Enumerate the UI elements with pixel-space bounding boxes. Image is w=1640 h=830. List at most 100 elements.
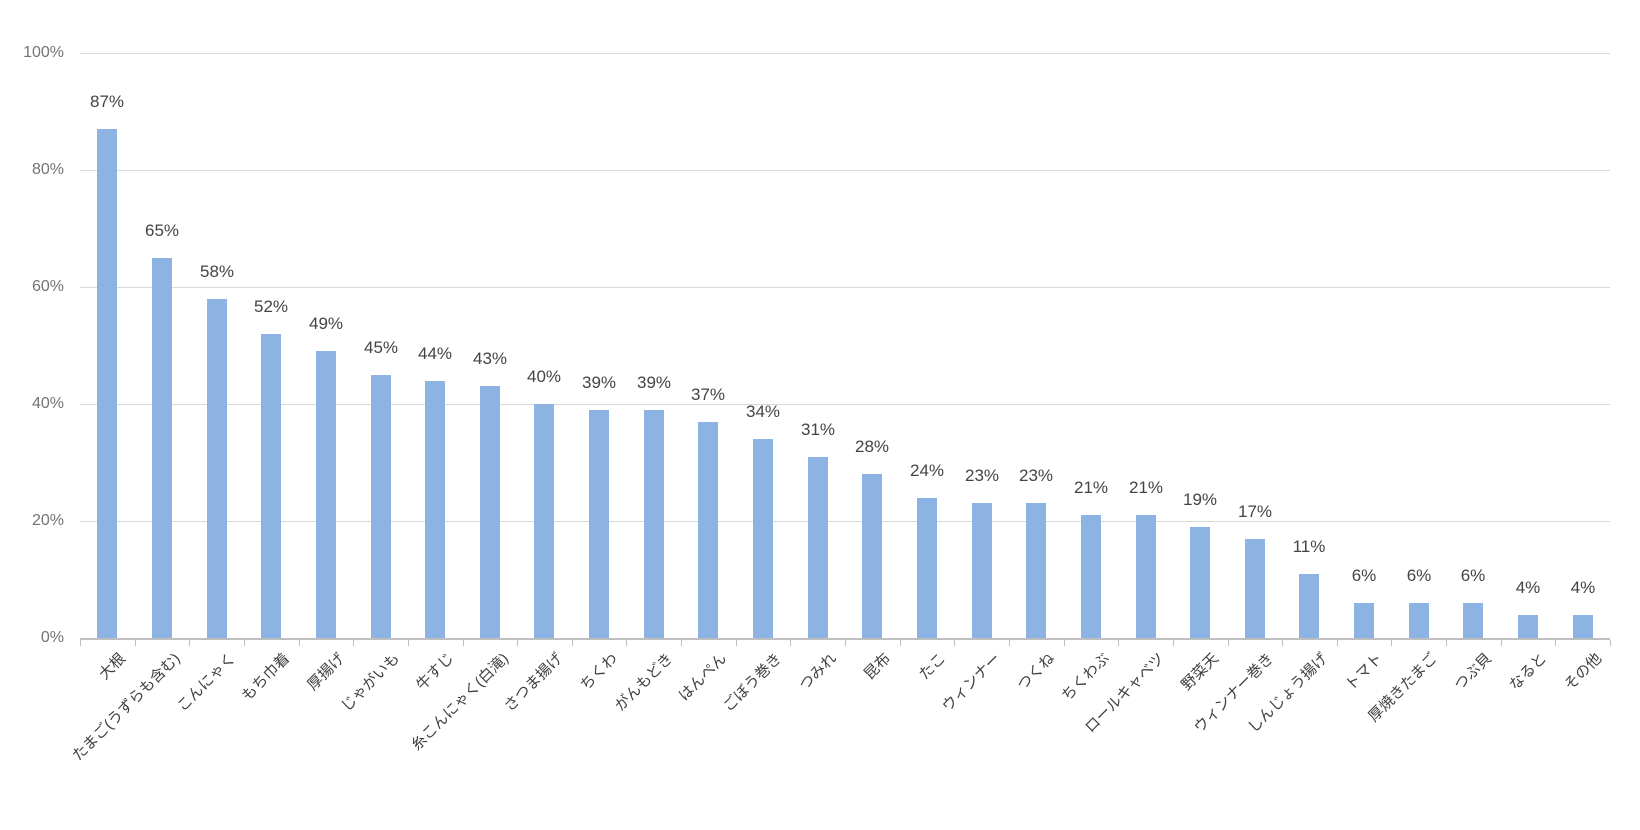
gridline: [80, 53, 1610, 54]
bar-value-label: 23%: [964, 466, 1000, 485]
x-axis-tick: [517, 640, 518, 646]
bar: [261, 334, 281, 638]
x-axis-tick: [1391, 640, 1392, 646]
x-axis-tick: [1501, 640, 1502, 646]
y-axis-tick-label: 40%: [31, 395, 64, 412]
bar: [753, 439, 773, 638]
bar: [1136, 515, 1156, 638]
bar-value-label: 31%: [800, 420, 836, 439]
bar-value-label: 44%: [417, 344, 453, 363]
x-category-label: がんもどき: [611, 650, 677, 715]
x-category-label: 牛すじ: [413, 650, 458, 694]
x-axis-tick: [626, 640, 627, 646]
bar-value-label: 49%: [308, 314, 344, 333]
x-axis-tick: [353, 640, 354, 646]
bar-value-label: 39%: [636, 373, 672, 392]
gridline: [80, 287, 1610, 288]
x-category-label: こんにゃく: [173, 650, 240, 716]
x-axis-tick: [572, 640, 573, 646]
x-category-label: なると: [1506, 650, 1551, 694]
bar: [480, 386, 500, 638]
x-axis-tick: [408, 640, 409, 646]
x-category-label: 大根: [95, 650, 130, 684]
bar-value-label: 4%: [1570, 578, 1596, 597]
x-axis-tick: [954, 640, 955, 646]
x-category-label: ちくわ: [577, 650, 622, 694]
bar: [425, 381, 445, 638]
bar: [1463, 603, 1483, 638]
x-axis-tick: [1009, 640, 1010, 646]
x-category-label: ちくわぶ: [1058, 650, 1114, 705]
x-axis-tick: [463, 640, 464, 646]
x-category-label: ウィンナー: [938, 650, 1005, 716]
bar-value-label: 39%: [581, 373, 617, 392]
x-category-label: ごぼう巻き: [719, 650, 786, 716]
x-category-label: つぶ貝: [1451, 650, 1496, 694]
bar: [97, 129, 117, 638]
x-axis-tick: [189, 640, 190, 646]
y-axis-tick-label: 100%: [23, 44, 64, 61]
x-category-label: 野菜天: [1178, 650, 1223, 694]
x-category-label: 昆布: [860, 650, 895, 684]
bar-value-label: 45%: [363, 338, 399, 357]
x-axis-tick: [736, 640, 737, 646]
bar: [152, 258, 172, 638]
bar-value-label: 4%: [1515, 578, 1541, 597]
bar: [1409, 603, 1429, 638]
bar: [1190, 527, 1210, 638]
bar-value-label: 6%: [1406, 566, 1432, 585]
x-category-label: じゃがいも: [337, 650, 404, 716]
x-axis-tick: [1337, 640, 1338, 646]
bar: [862, 474, 882, 638]
bar-value-label: 24%: [909, 461, 945, 480]
x-category-label: つくね: [1014, 650, 1059, 694]
x-axis-tick: [1173, 640, 1174, 646]
x-category-label: トマト: [1342, 650, 1387, 694]
bar: [207, 299, 227, 638]
x-category-label: つみれ: [796, 650, 841, 694]
bar: [589, 410, 609, 638]
x-axis-tick: [845, 640, 846, 646]
bar-value-label: 52%: [253, 297, 289, 316]
x-category-label: はんぺん: [675, 650, 731, 705]
bar: [917, 498, 937, 638]
x-axis-tick: [790, 640, 791, 646]
x-category-label: たまご(うずらも含む): [69, 650, 185, 765]
bar: [698, 422, 718, 638]
x-axis-line: [80, 638, 1610, 640]
bar-value-label: 6%: [1351, 566, 1377, 585]
x-axis-tick: [1610, 640, 1611, 646]
bar: [316, 351, 336, 638]
x-axis-tick: [244, 640, 245, 646]
y-axis-tick-label: 60%: [31, 278, 64, 295]
x-axis-tick: [1118, 640, 1119, 646]
x-category-label: その他: [1561, 650, 1606, 694]
y-axis-tick-label: 20%: [31, 512, 64, 529]
bar-value-label: 6%: [1460, 566, 1486, 585]
bar: [371, 375, 391, 638]
bar-value-label: 87%: [89, 92, 125, 111]
x-category-label: 糸こんにゃく(白滝): [408, 650, 513, 754]
x-axis-tick: [299, 640, 300, 646]
bar: [1354, 603, 1374, 638]
bar-value-label: 21%: [1128, 478, 1164, 497]
bar: [1573, 615, 1593, 638]
y-axis-tick-label: 0%: [40, 629, 64, 646]
x-axis-tick: [1064, 640, 1065, 646]
bar: [534, 404, 554, 638]
x-axis-tick: [1282, 640, 1283, 646]
bar-value-label: 40%: [526, 367, 562, 386]
x-axis-tick: [681, 640, 682, 646]
bar: [808, 457, 828, 638]
x-axis-tick: [1446, 640, 1447, 646]
bar-value-label: 17%: [1237, 502, 1273, 521]
gridline: [80, 170, 1610, 171]
x-category-label: もち巾着: [238, 650, 294, 705]
bar-value-label: 34%: [745, 402, 781, 421]
bar-value-label: 65%: [144, 221, 180, 240]
bar: [1518, 615, 1538, 638]
x-category-label: たこ: [915, 650, 950, 684]
x-axis-tick: [80, 640, 81, 646]
bar-value-label: 58%: [199, 262, 235, 281]
